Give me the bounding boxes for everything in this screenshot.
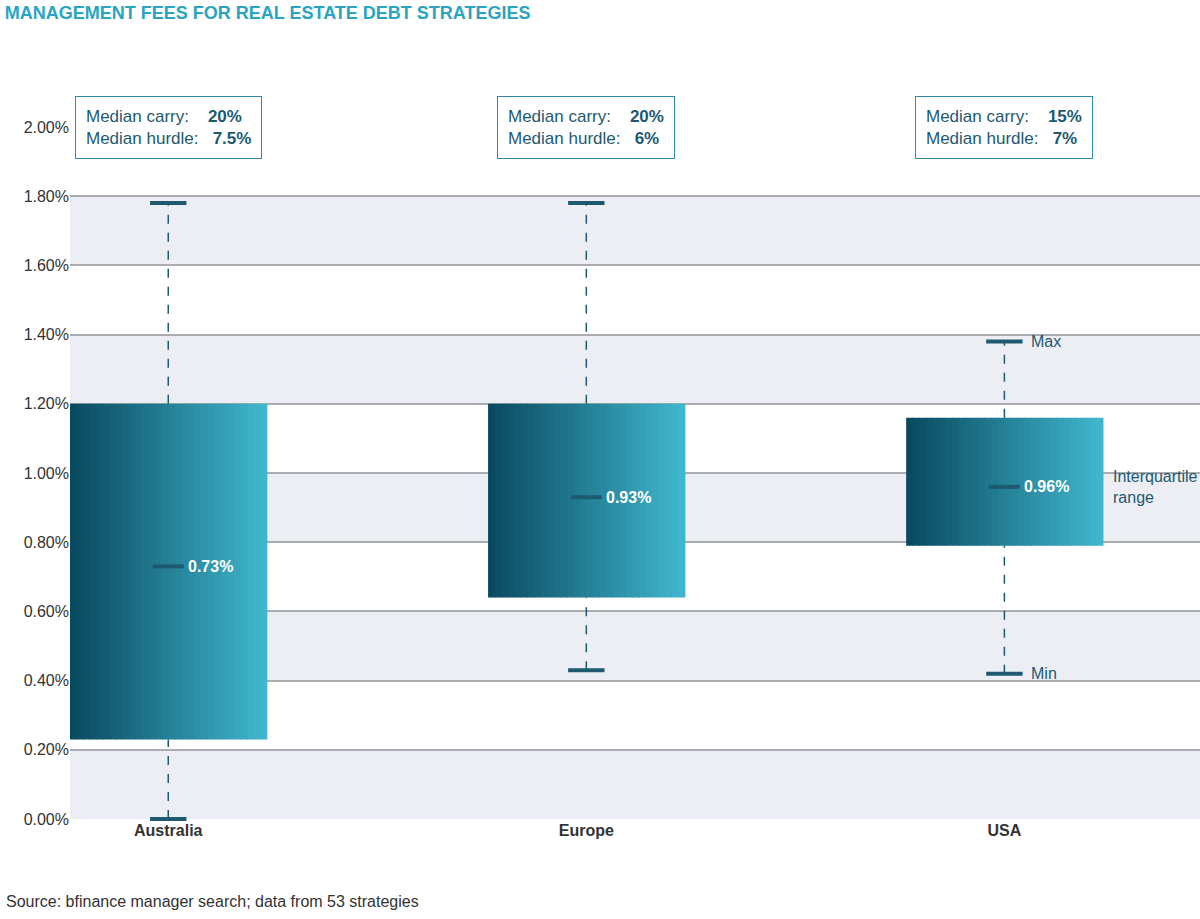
svg-text:1.20%: 1.20% <box>24 395 69 412</box>
svg-text:0.20%: 0.20% <box>24 741 69 758</box>
svg-text:Median carry: 20%Median hur: Median carry: 20%Median hurdle: 7.5% <box>86 107 251 148</box>
svg-text:Median carry: 20%Median hur: Median carry: 20%Median hurdle: 6% <box>508 107 664 148</box>
svg-text:2.00%: 2.00% <box>24 119 69 136</box>
svg-text:Europe: Europe <box>559 822 614 839</box>
svg-text:Median carry: 15%Median hur: Median carry: 15%Median hurdle: 7% <box>926 107 1082 148</box>
svg-text:Max: Max <box>1031 333 1061 350</box>
svg-text:1.80%: 1.80% <box>24 188 69 205</box>
svg-text:0.60%: 0.60% <box>24 603 69 620</box>
svg-text:Min: Min <box>1031 665 1057 682</box>
svg-text:0.80%: 0.80% <box>24 534 69 551</box>
svg-text:0.93%: 0.93% <box>606 489 651 506</box>
svg-text:0.96%: 0.96% <box>1024 478 1069 495</box>
svg-text:Australia: Australia <box>134 822 203 839</box>
svg-text:1.40%: 1.40% <box>24 326 69 343</box>
svg-text:Interquartilerange: Interquartilerange <box>1113 468 1198 506</box>
svg-text:0.00%: 0.00% <box>24 811 69 828</box>
svg-text:0.40%: 0.40% <box>24 672 69 689</box>
svg-text:MANAGEMENT FEES FOR REAL ESTAT: MANAGEMENT FEES FOR REAL ESTATE DEBT STR… <box>5 3 531 23</box>
svg-text:USA: USA <box>987 822 1021 839</box>
svg-text:1.60%: 1.60% <box>24 257 69 274</box>
svg-text:1.00%: 1.00% <box>24 465 69 482</box>
svg-text:Source: bfinance manager searc: Source: bfinance manager search; data fr… <box>6 893 419 910</box>
svg-text:0.73%: 0.73% <box>188 558 233 575</box>
